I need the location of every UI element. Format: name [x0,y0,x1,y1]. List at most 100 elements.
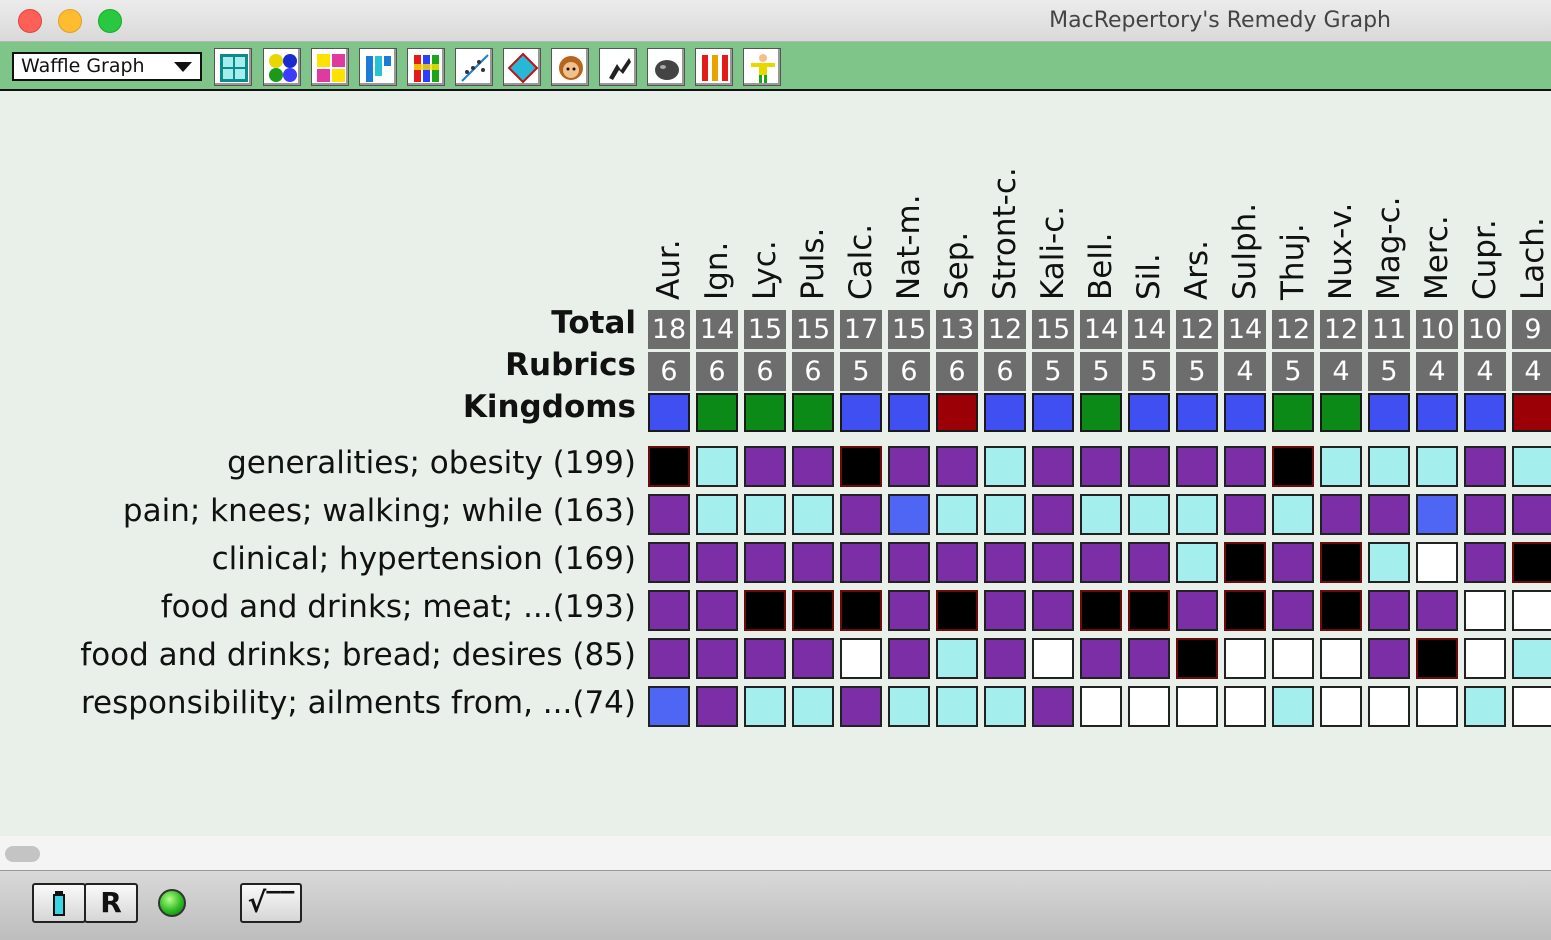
waffle-cell[interactable] [984,686,1026,727]
waffle-cell[interactable] [1032,494,1074,535]
waffle-cell[interactable] [936,686,978,727]
remedy-name[interactable]: Lyc. [747,240,783,300]
waffle-cell[interactable] [1512,590,1551,631]
waffle-cell[interactable] [1368,590,1410,631]
waffle-cell[interactable] [1176,542,1218,583]
waffle-cell[interactable] [744,590,786,631]
waffle-cell[interactable] [1032,542,1074,583]
graph-type-select[interactable]: Waffle Graph [12,52,202,81]
waffle-cell[interactable] [1368,494,1410,535]
waffle-cell[interactable] [888,590,930,631]
waffle-cell[interactable] [984,638,1026,679]
waffle-cell[interactable] [1320,638,1362,679]
waffle-cell[interactable] [1032,446,1074,487]
waffle-cell[interactable] [888,542,930,583]
waffle-cell[interactable] [1032,686,1074,727]
waffle-cell[interactable] [1176,638,1218,679]
formula-button[interactable]: √‾‾ [240,883,302,923]
waffle-cell[interactable] [840,494,882,535]
waffle-cell[interactable] [1080,542,1122,583]
waffle-cell[interactable] [648,542,690,583]
waffle-cell[interactable] [1080,446,1122,487]
waffle-cell[interactable] [744,638,786,679]
waffle-cell[interactable] [1224,446,1266,487]
waffle-cell[interactable] [1320,446,1362,487]
waffle-cell[interactable] [1320,590,1362,631]
waffle-cell[interactable] [1416,638,1458,679]
waffle-cell[interactable] [1512,542,1551,583]
waffle-cell[interactable] [744,686,786,727]
waffle-cell[interactable] [1464,494,1506,535]
waffle-cell[interactable] [696,542,738,583]
waffle-cell[interactable] [936,590,978,631]
remedy-name[interactable]: Aur. [651,239,687,300]
remedy-name[interactable]: Ars. [1179,240,1215,300]
waffle-cell[interactable] [1128,494,1170,535]
remedy-name[interactable]: Stront-c. [987,167,1023,300]
remedy-name[interactable]: Sil. [1131,253,1167,300]
minimize-window-button[interactable] [58,9,82,33]
remedy-name[interactable]: Mag-c. [1371,196,1407,300]
waffle-cell[interactable] [1416,590,1458,631]
waffle-cell[interactable] [1320,494,1362,535]
remedy-name[interactable]: Lach. [1515,217,1551,300]
rubric-label[interactable]: clinical; hypertension (169) [211,541,636,577]
waffle-cell[interactable] [1464,542,1506,583]
remedy-name[interactable]: Calc. [843,223,879,300]
toolbar-button-3[interactable] [359,48,397,86]
waffle-cell[interactable] [936,494,978,535]
waffle-cell[interactable] [1032,590,1074,631]
remedy-name[interactable]: Cupr. [1467,219,1503,300]
toolbar-button-11[interactable] [743,48,781,86]
waffle-cell[interactable] [840,542,882,583]
waffle-cell[interactable] [1368,542,1410,583]
waffle-cell[interactable] [1512,638,1551,679]
waffle-cell[interactable] [1032,638,1074,679]
waffle-cell[interactable] [1080,590,1122,631]
waffle-cell[interactable] [1416,494,1458,535]
waffle-cell[interactable] [744,542,786,583]
waffle-cell[interactable] [1416,542,1458,583]
waffle-cell[interactable] [792,494,834,535]
waffle-cell[interactable] [1176,494,1218,535]
rubric-label[interactable]: responsibility; ailments from, ...(74) [80,685,636,721]
waffle-cell[interactable] [936,542,978,583]
waffle-cell[interactable] [1368,638,1410,679]
remedy-name[interactable]: Sulph. [1227,202,1263,300]
waffle-cell[interactable] [792,638,834,679]
waffle-cell[interactable] [1368,446,1410,487]
waffle-cell[interactable] [1272,590,1314,631]
waffle-cell[interactable] [648,590,690,631]
waffle-cell[interactable] [1128,686,1170,727]
waffle-cell[interactable] [1464,686,1506,727]
remedy-name[interactable]: Nux-v. [1323,202,1359,300]
close-window-button[interactable] [18,9,42,33]
remedy-name[interactable]: Thuj. [1275,223,1311,300]
waffle-cell[interactable] [1416,446,1458,487]
waffle-cell[interactable] [1224,590,1266,631]
waffle-cell[interactable] [1224,494,1266,535]
waffle-cell[interactable] [936,638,978,679]
waffle-cell[interactable] [1272,686,1314,727]
waffle-cell[interactable] [1272,494,1314,535]
waffle-cell[interactable] [984,494,1026,535]
waffle-cell[interactable] [648,686,690,727]
waffle-cell[interactable] [888,494,930,535]
waffle-cell[interactable] [1512,686,1551,727]
toolbar-button-2[interactable] [311,48,349,86]
scrollbar-thumb[interactable] [5,846,40,862]
waffle-cell[interactable] [840,446,882,487]
remedy-name[interactable]: Bell. [1083,232,1119,300]
remedy-name[interactable]: Merc. [1419,215,1455,300]
waffle-cell[interactable] [1368,686,1410,727]
toolbar-button-0[interactable] [214,48,252,86]
waffle-cell[interactable] [936,446,978,487]
remedy-name[interactable]: Nat-m. [891,194,927,300]
waffle-cell[interactable] [744,446,786,487]
waffle-cell[interactable] [984,542,1026,583]
waffle-cell[interactable] [1272,542,1314,583]
waffle-cell[interactable] [840,590,882,631]
toolbar-button-4[interactable] [407,48,445,86]
toolbar-button-10[interactable] [695,48,733,86]
waffle-cell[interactable] [840,686,882,727]
